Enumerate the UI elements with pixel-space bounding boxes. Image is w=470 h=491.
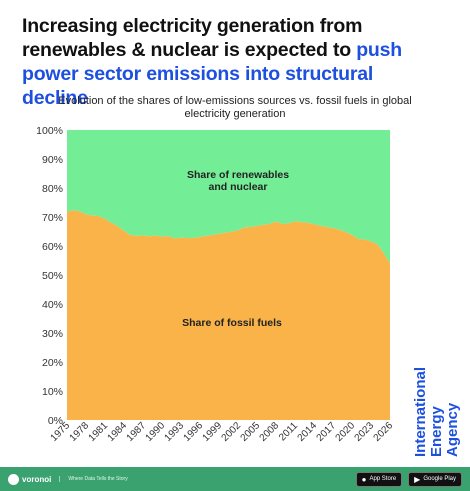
fossil-label: Share of fossil fuels	[182, 317, 282, 329]
google-play-badge[interactable]: ▶ Google Play	[408, 471, 462, 487]
y-tick-label: 80%	[42, 183, 63, 195]
voronoi-logo-icon	[8, 473, 19, 485]
x-tick-label: 1981	[87, 420, 111, 444]
x-tick-label: 1978	[68, 420, 92, 444]
x-tick-label: 2011	[277, 420, 300, 443]
tagline: Where Data Tells the Story	[59, 476, 128, 482]
y-tick-label: 10%	[42, 386, 63, 398]
fossil-area	[67, 210, 390, 420]
x-tick-label: 2026	[372, 420, 396, 444]
x-tick-label: 2014	[296, 420, 320, 444]
apple-icon: ●	[361, 474, 367, 484]
renewables-area	[67, 130, 390, 264]
chart-title: Evolution of the shares of low-emissions…	[58, 95, 412, 120]
x-tick-label: 1996	[182, 420, 206, 444]
footer-bar: voronoi Where Data Tells the Story ● App…	[0, 467, 470, 491]
renewables-label: Share of renewables	[187, 169, 289, 181]
x-tick-label: 1993	[163, 420, 187, 444]
y-tick-label: 60%	[42, 241, 63, 253]
google-play-label: Google Play	[423, 476, 456, 482]
app-store-badge[interactable]: ● App Store	[355, 471, 403, 487]
x-tick-label: 1987	[125, 420, 149, 444]
x-tick-label: 2017	[315, 420, 339, 444]
y-tick-label: 20%	[42, 357, 63, 369]
y-tick-label: 70%	[42, 212, 63, 224]
y-tick-label: 90%	[42, 154, 63, 166]
y-tick-label: 50%	[42, 270, 63, 282]
x-tick-label: 1990	[144, 420, 168, 444]
y-tick-label: 30%	[42, 328, 63, 340]
brand-name: voronoi	[22, 474, 52, 484]
x-tick-label: 1984	[106, 420, 130, 444]
x-tick-label: 2020	[334, 420, 358, 444]
y-tick-label: 100%	[36, 125, 63, 137]
renewables-label: and nuclear	[209, 181, 268, 193]
x-tick-label: 2008	[258, 420, 282, 444]
x-tick-label: 2005	[239, 420, 263, 444]
x-tick-label: 2002	[220, 420, 244, 444]
headline-part1: Increasing electricity generation from r…	[22, 15, 363, 61]
y-tick-label: 40%	[42, 299, 63, 311]
x-tick-label: 2023	[353, 420, 377, 444]
y-tick-label: 0%	[48, 415, 63, 427]
headline: Increasing electricity generation from r…	[22, 14, 442, 110]
store-badges: ● App Store ▶ Google Play	[355, 471, 462, 487]
area-chart: 0%10%20%30%40%50%60%70%80%90%100%1975197…	[36, 125, 396, 444]
x-tick-label: 1999	[201, 420, 225, 444]
play-icon: ▶	[414, 474, 421, 484]
headline-accent: push power sector emissions into structu…	[22, 39, 402, 109]
org-name: International Energy Agency	[412, 366, 461, 457]
voronoi-logo[interactable]: voronoi	[8, 473, 52, 485]
app-store-label: App Store	[369, 476, 397, 482]
